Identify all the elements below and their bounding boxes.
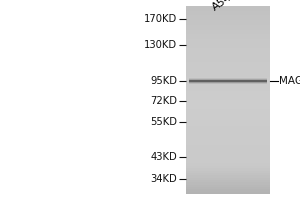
Bar [186, 135, 270, 138]
Bar [186, 131, 270, 133]
Bar [186, 187, 270, 189]
Bar [186, 6, 270, 8]
Bar [189, 83, 267, 84]
Bar [186, 119, 270, 121]
Bar [186, 173, 270, 175]
Bar [186, 46, 270, 48]
Bar [186, 22, 270, 25]
Text: 95KD: 95KD [150, 76, 177, 86]
Bar [186, 112, 270, 114]
Bar [186, 163, 270, 166]
Text: 130KD: 130KD [144, 40, 177, 50]
Bar [186, 48, 270, 51]
Bar [186, 189, 270, 192]
Bar [186, 74, 270, 77]
Bar [186, 84, 270, 86]
Bar [186, 145, 270, 147]
Bar [186, 51, 270, 53]
Bar [189, 79, 267, 80]
Bar [186, 114, 270, 116]
Bar [186, 58, 270, 60]
Bar [186, 102, 270, 105]
Bar [186, 133, 270, 135]
Bar [186, 72, 270, 74]
Text: 72KD: 72KD [150, 96, 177, 106]
Bar [186, 81, 270, 84]
Bar [186, 67, 270, 69]
Text: 55KD: 55KD [150, 117, 177, 127]
Bar [186, 116, 270, 119]
Bar [186, 76, 270, 79]
Bar [186, 79, 270, 81]
Bar [186, 138, 270, 140]
Bar [186, 18, 270, 20]
Bar [189, 80, 267, 82]
Text: 34KD: 34KD [150, 174, 177, 184]
Text: A549: A549 [210, 0, 240, 12]
Bar [186, 149, 270, 152]
Bar [186, 41, 270, 44]
Bar [186, 161, 270, 163]
Bar [186, 123, 270, 126]
Bar [186, 37, 270, 39]
Bar [186, 100, 270, 102]
Bar [186, 65, 270, 67]
Bar [186, 11, 270, 13]
Text: 43KD: 43KD [150, 152, 177, 162]
Bar [186, 109, 270, 112]
Bar [186, 178, 270, 180]
Bar [186, 126, 270, 128]
Bar [186, 180, 270, 182]
Bar [186, 15, 270, 18]
Bar [186, 140, 270, 142]
Bar [186, 170, 270, 173]
Bar [186, 98, 270, 100]
Bar [186, 8, 270, 11]
Bar [186, 55, 270, 58]
Bar [186, 69, 270, 72]
Bar [186, 60, 270, 62]
Bar [186, 142, 270, 145]
Bar [186, 91, 270, 93]
Bar [186, 39, 270, 41]
Bar [186, 44, 270, 46]
Text: MAGED1: MAGED1 [279, 76, 300, 86]
Bar [186, 175, 270, 178]
Bar [186, 86, 270, 88]
Bar [186, 32, 270, 34]
Bar [186, 152, 270, 154]
Bar [186, 105, 270, 107]
Bar [186, 25, 270, 27]
Bar [186, 159, 270, 161]
Bar [186, 93, 270, 95]
Bar [186, 95, 270, 98]
Bar [186, 121, 270, 124]
Text: 170KD: 170KD [144, 14, 177, 24]
Bar [189, 78, 267, 79]
Bar [186, 156, 270, 159]
Bar [186, 147, 270, 149]
Bar [186, 166, 270, 168]
Bar [186, 128, 270, 131]
Bar [186, 34, 270, 37]
Bar [186, 62, 270, 65]
Bar [186, 107, 270, 109]
Bar [186, 154, 270, 156]
Bar [189, 82, 267, 83]
Bar [186, 53, 270, 55]
Bar [186, 168, 270, 170]
Bar [186, 29, 270, 32]
Bar [186, 20, 270, 22]
Bar [186, 182, 270, 185]
Bar [186, 13, 270, 15]
Bar [186, 27, 270, 29]
Bar [186, 185, 270, 187]
Bar [186, 88, 270, 91]
Bar [186, 192, 270, 194]
